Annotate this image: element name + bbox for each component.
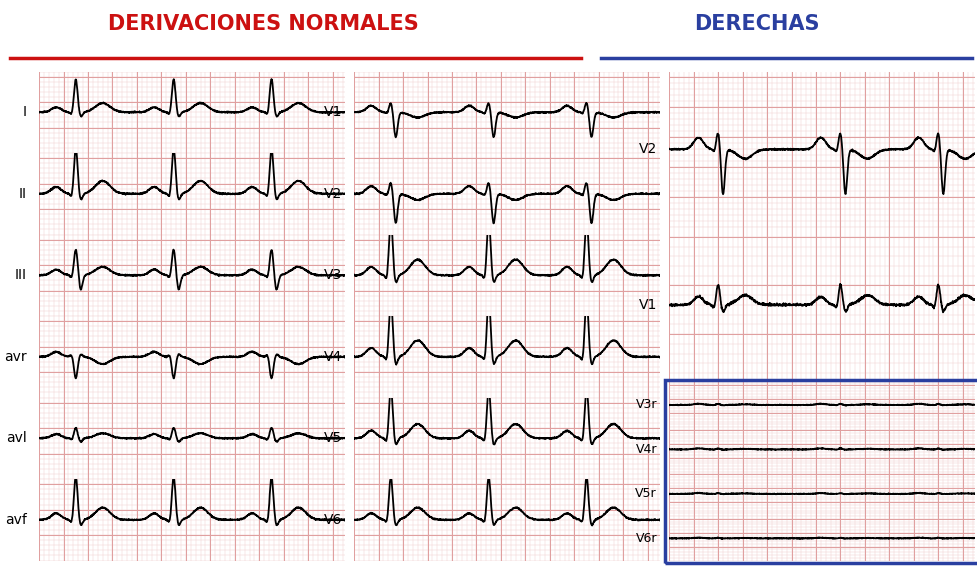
Text: V4r: V4r xyxy=(635,443,657,456)
Text: II: II xyxy=(19,187,26,201)
Text: I: I xyxy=(22,105,26,119)
Text: avl: avl xyxy=(6,431,26,445)
Text: III: III xyxy=(15,268,26,282)
Text: V3r: V3r xyxy=(635,399,657,411)
Text: DERIVACIONES NORMALES: DERIVACIONES NORMALES xyxy=(108,14,419,34)
Text: V1: V1 xyxy=(323,105,342,119)
Text: V2: V2 xyxy=(323,187,342,201)
Text: avf: avf xyxy=(5,513,26,527)
Text: avr: avr xyxy=(4,350,26,364)
Text: V3: V3 xyxy=(323,268,342,282)
Text: V4: V4 xyxy=(323,350,342,364)
Text: V6r: V6r xyxy=(635,532,657,545)
Text: V2: V2 xyxy=(639,142,657,156)
Text: V1: V1 xyxy=(639,298,657,312)
Text: V5: V5 xyxy=(323,431,342,445)
Text: V5r: V5r xyxy=(635,487,657,500)
Text: V6: V6 xyxy=(323,513,342,527)
Text: DERECHAS: DERECHAS xyxy=(695,14,820,34)
